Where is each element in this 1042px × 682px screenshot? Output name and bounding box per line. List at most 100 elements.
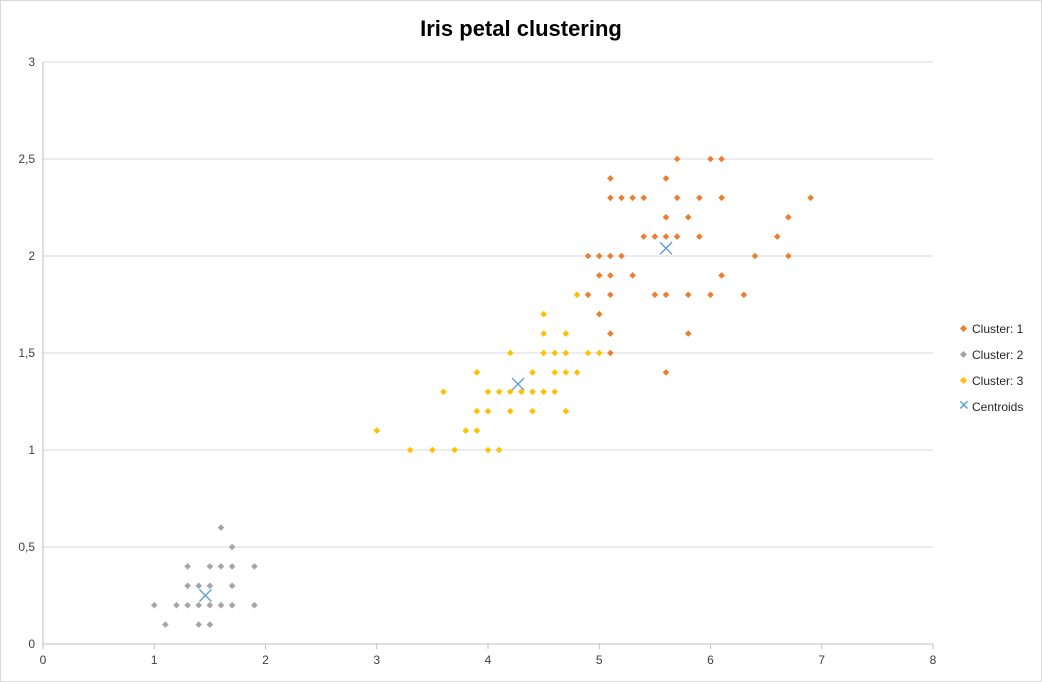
y-tick-label: 2,5 — [18, 152, 35, 166]
data-point — [584, 252, 592, 260]
data-point — [651, 233, 659, 240]
data-point — [662, 213, 670, 221]
data-point — [673, 155, 681, 163]
diamond-marker-icon — [958, 375, 970, 387]
data-point — [595, 349, 603, 357]
data-point — [595, 310, 603, 318]
legend: Cluster: 1 Cluster: 2 Cluster: 3 ✕ Centroids — [958, 316, 1023, 420]
data-point — [206, 582, 214, 590]
data-point — [718, 272, 725, 279]
data-point — [429, 446, 436, 454]
data-point — [217, 601, 225, 609]
data-point — [607, 272, 614, 279]
data-point — [518, 388, 525, 396]
data-point — [662, 175, 670, 182]
data-point — [406, 446, 414, 454]
data-point — [584, 291, 592, 299]
data-point — [673, 233, 681, 240]
series-cluster-3 — [373, 291, 603, 454]
series-cluster-2 — [150, 524, 258, 628]
data-point — [540, 330, 547, 337]
data-point — [773, 233, 781, 240]
data-point — [696, 194, 703, 202]
data-point — [540, 388, 547, 396]
data-points — [150, 155, 814, 628]
data-point — [607, 349, 614, 357]
x-tick-label: 7 — [818, 653, 825, 667]
data-point — [607, 330, 614, 337]
data-point — [618, 194, 625, 202]
data-point — [607, 291, 614, 299]
data-point — [785, 252, 792, 260]
data-point — [162, 621, 169, 628]
legend-label: Cluster: 2 — [972, 348, 1024, 362]
x-tick-label: 3 — [373, 653, 380, 667]
data-point — [673, 194, 681, 202]
data-point — [640, 194, 648, 202]
data-point — [684, 330, 692, 337]
legend-label: Cluster: 1 — [972, 322, 1024, 336]
legend-label: Cluster: 3 — [972, 374, 1024, 388]
data-point — [607, 252, 614, 260]
x-tick-label: 8 — [930, 653, 937, 667]
data-point — [640, 233, 648, 240]
data-point — [217, 563, 225, 570]
data-point — [495, 388, 503, 396]
data-point — [484, 446, 492, 454]
data-point — [228, 601, 236, 609]
data-point — [751, 252, 759, 260]
diamond-marker-icon — [958, 349, 970, 361]
data-point — [573, 369, 581, 376]
data-point — [251, 601, 258, 609]
data-point — [651, 291, 659, 299]
data-point — [540, 349, 547, 357]
data-point — [473, 427, 481, 434]
data-point — [373, 427, 381, 434]
data-point — [251, 563, 258, 570]
y-tick-label: 1,5 — [18, 346, 35, 360]
data-point — [696, 233, 703, 240]
data-point — [662, 291, 670, 299]
legend-item: Cluster: 2 — [958, 342, 1023, 368]
data-point — [184, 582, 191, 590]
diamond-marker-icon — [958, 323, 970, 335]
data-point — [718, 155, 725, 163]
data-point — [629, 272, 636, 279]
data-point — [718, 194, 725, 202]
centroid-point — [198, 589, 212, 602]
data-point — [228, 563, 236, 570]
y-tick-label: 2 — [28, 249, 35, 263]
x-marker-icon: ✕ — [958, 397, 970, 413]
data-point — [584, 349, 592, 357]
data-point — [150, 601, 158, 609]
centroid-point — [511, 377, 525, 391]
data-point — [595, 272, 603, 279]
data-point — [484, 407, 492, 415]
data-point — [540, 310, 547, 318]
x-tick-label: 2 — [262, 653, 269, 667]
legend-item: ✕ Centroids — [958, 394, 1023, 420]
legend-item: Cluster: 1 — [958, 316, 1023, 342]
data-point — [506, 349, 514, 357]
data-point — [506, 407, 514, 415]
data-point — [440, 388, 447, 396]
chart-title: Iris petal clustering — [420, 16, 622, 41]
data-point — [195, 621, 203, 628]
data-point — [807, 194, 814, 202]
data-point — [562, 330, 570, 337]
data-point — [495, 446, 503, 454]
data-point — [551, 369, 559, 376]
x-tick-label: 4 — [485, 653, 492, 667]
data-point — [228, 543, 236, 551]
data-point — [607, 175, 614, 182]
data-point — [684, 213, 692, 221]
data-point — [707, 155, 714, 163]
data-point — [195, 582, 203, 590]
x-tick-label: 5 — [596, 653, 603, 667]
legend-item: Cluster: 3 — [958, 368, 1023, 394]
y-tick-label: 1 — [28, 443, 35, 457]
data-point — [662, 369, 670, 376]
x-tick-label: 0 — [40, 653, 47, 667]
